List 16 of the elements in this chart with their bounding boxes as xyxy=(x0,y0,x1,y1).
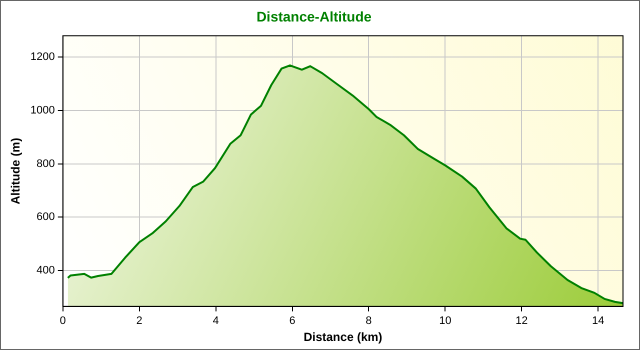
x-tick-label: 14 xyxy=(592,315,604,328)
y-tick-label: 1200 xyxy=(30,51,55,64)
y-tick-label: 800 xyxy=(36,158,55,170)
chart-title: Distance-Altitude xyxy=(256,8,372,24)
y-axis-title: Altitude (m) xyxy=(8,138,23,204)
x-tick-label: 0 xyxy=(60,315,66,328)
y-tick-label: 1000 xyxy=(30,104,55,116)
x-tick-label: 2 xyxy=(136,315,142,328)
y-tick-label: 400 xyxy=(36,264,55,276)
x-axis-title: Distance (km) xyxy=(304,330,382,344)
x-tick-label: 8 xyxy=(366,315,372,328)
x-tick-label: 12 xyxy=(516,315,528,328)
y-tick-label: 600 xyxy=(36,211,55,224)
x-tick-label: 10 xyxy=(439,315,452,328)
x-tick-label: 6 xyxy=(289,315,296,328)
x-tick-label: 4 xyxy=(212,315,219,328)
